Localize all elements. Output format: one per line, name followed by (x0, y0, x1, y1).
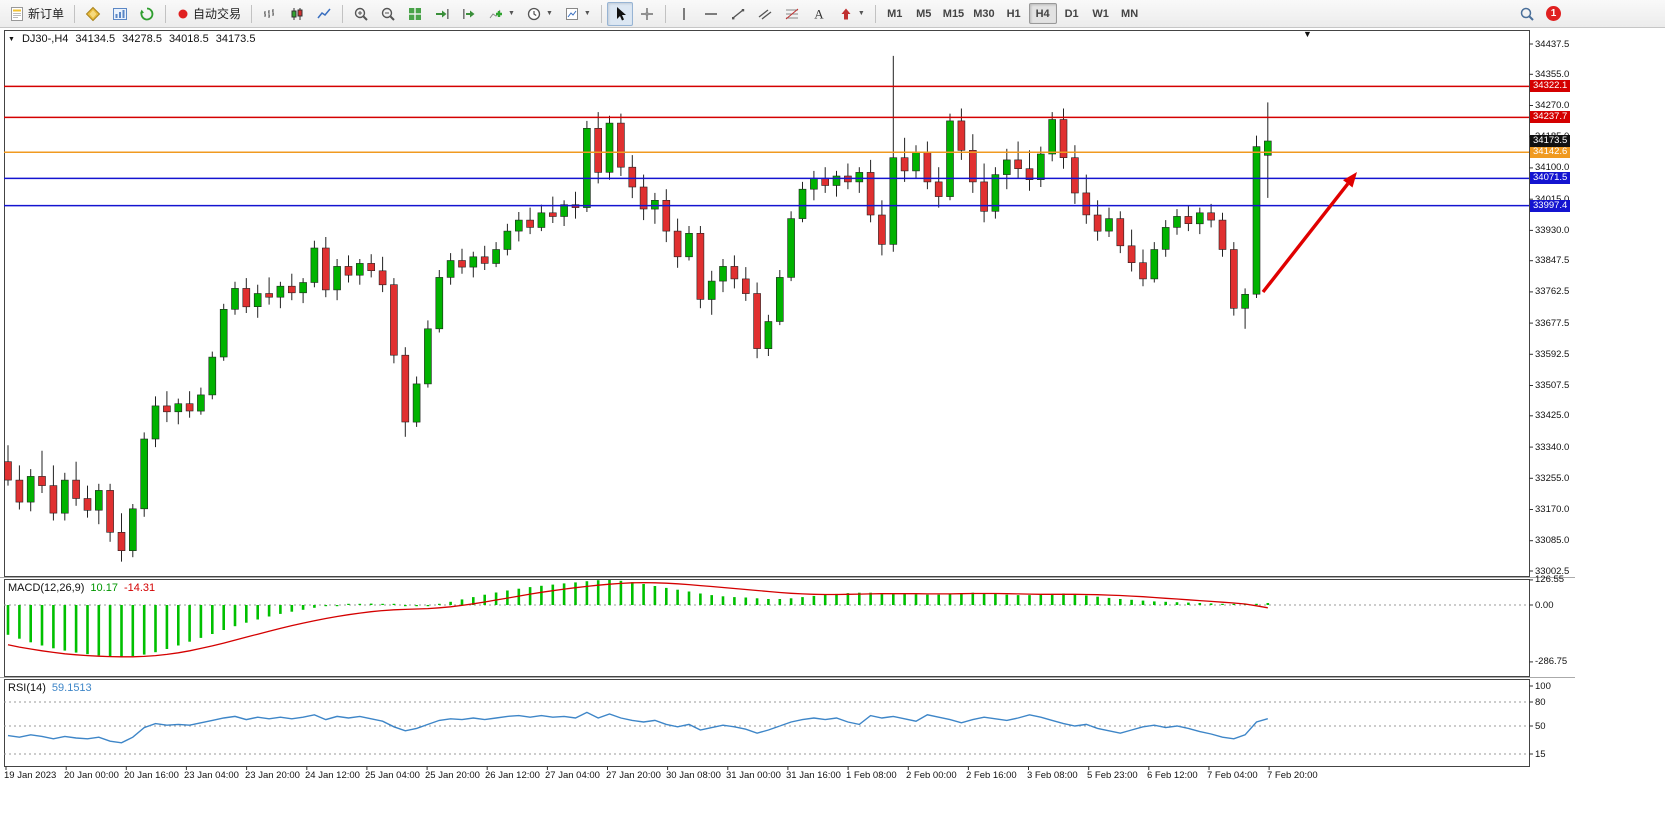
macd-panel[interactable] (4, 579, 1529, 676)
data-window-button[interactable] (107, 2, 133, 26)
arrows-tool-button[interactable]: ▼ (833, 2, 870, 26)
add-indicator-button[interactable]: ▼ (483, 2, 520, 26)
auto-scroll-icon (436, 8, 449, 19)
price-scale[interactable] (1529, 30, 1599, 766)
bar-chart-mode-button[interactable] (257, 2, 283, 26)
trendline-icon (731, 8, 745, 19)
bar-chart-icon (264, 8, 275, 18)
tile-windows-button[interactable] (402, 2, 428, 26)
data-window-icon (113, 7, 128, 20)
rsi-value: 59.1513 (51, 682, 92, 694)
toolbar-separator (874, 4, 876, 23)
rsi-name: RSI(14) (8, 682, 46, 694)
dropdown-caret-icon: ▼ (857, 10, 865, 17)
arrow-marker-icon (841, 8, 851, 19)
macd-name: MACD(12,26,9) (8, 582, 85, 594)
timeframe-button-m15[interactable]: M15 (939, 3, 968, 24)
template-icon (565, 7, 578, 20)
chart-close-value: 34173.5 (215, 33, 256, 45)
candlestick-icon (291, 7, 303, 20)
market-watch-icon (85, 6, 101, 21)
notification-badge[interactable]: 1 (1546, 6, 1561, 21)
timeframe-button-mn[interactable]: MN (1116, 3, 1144, 24)
auto-trading-label: 自动交易 (193, 7, 242, 21)
new-order-icon (11, 6, 23, 21)
vertical-line-icon (683, 7, 685, 20)
one-click-trading-toggle-icon[interactable]: ▼ (8, 35, 15, 43)
chart-shift-button[interactable] (456, 2, 482, 26)
tile-windows-icon (409, 7, 422, 20)
templates-button[interactable]: ▼ (559, 2, 596, 26)
line-chart-mode-button[interactable] (311, 2, 337, 26)
chart-low-value: 34018.5 (168, 33, 209, 45)
zoom-in-icon (354, 7, 368, 21)
auto-trading-icon (178, 9, 188, 18)
dropdown-caret-icon: ▼ (545, 10, 553, 17)
periods-button[interactable]: ▼ (521, 2, 558, 26)
rsi-panel[interactable] (4, 679, 1529, 766)
text-tool-button[interactable]: A (806, 2, 832, 26)
timeframe-button-w1[interactable]: W1 (1087, 3, 1115, 24)
timeframe-button-d1[interactable]: D1 (1058, 3, 1086, 24)
macd-indicator-label: MACD(12,26,9) 10.17 -14.31 (8, 582, 155, 594)
chart-symbol-period: DJ30-,H4 (21, 33, 69, 45)
toolbar-separator (165, 4, 167, 23)
timeframe-button-m30[interactable]: M30 (969, 3, 998, 24)
chart-high-value: 34278.5 (122, 33, 162, 45)
timeframe-button-h4[interactable]: H4 (1028, 3, 1057, 24)
timeframe-button-h1[interactable]: H1 (1000, 3, 1028, 24)
crosshair-tool-button[interactable] (634, 2, 660, 26)
toolbar-separator (342, 4, 344, 23)
price-chart-panel[interactable] (4, 30, 1529, 576)
trendline-tool-button[interactable] (725, 2, 751, 26)
toolbar-separator (251, 4, 253, 23)
clock-icon (527, 7, 541, 20)
line-chart-icon (317, 8, 331, 18)
main-toolbar: 新订单 自动交易 (0, 0, 1665, 28)
timeframe-button-m1[interactable]: M1 (881, 3, 909, 24)
horizontal-line-tool-button[interactable] (698, 2, 724, 26)
zoom-in-button[interactable] (348, 2, 374, 26)
zoom-out-button[interactable] (375, 2, 401, 26)
toolbar-separator (74, 4, 76, 23)
text-icon: A (814, 6, 824, 21)
channel-tool-button[interactable] (752, 2, 778, 26)
vertical-line-tool-button[interactable] (671, 2, 697, 26)
candlestick-mode-button[interactable] (284, 2, 310, 26)
crosshair-icon (640, 7, 653, 20)
new-order-label: 新订单 (28, 7, 65, 21)
dropdown-caret-icon: ▼ (508, 10, 515, 17)
chart-open-value: 34134.5 (75, 33, 116, 45)
macd-signal-value: -14.31 (123, 582, 156, 594)
new-order-button[interactable]: 新订单 (4, 2, 69, 26)
cursor-icon (616, 6, 626, 20)
time-scale[interactable] (4, 766, 1529, 786)
channel-icon (758, 8, 772, 20)
chart-header: ▼ DJ30-,H4 34134.5 34278.5 34018.5 34173… (8, 33, 255, 45)
timeframe-button-m5[interactable]: M5 (910, 3, 938, 24)
fibonacci-icon (785, 8, 799, 19)
svg-text:A: A (814, 6, 824, 21)
zoom-out-icon (381, 7, 395, 21)
chart-object-marker-icon: ▼ (1303, 29, 1312, 39)
search-icon (1520, 7, 1534, 21)
navigator-button[interactable] (134, 2, 160, 26)
horizontal-line-icon (704, 12, 717, 15)
chart-shift-icon (463, 8, 475, 19)
search-button[interactable] (1514, 2, 1540, 26)
auto-trading-button[interactable]: 自动交易 (171, 2, 246, 26)
add-indicator-icon (489, 9, 503, 18)
dropdown-caret-icon: ▼ (583, 10, 591, 17)
rsi-indicator-label: RSI(14) 59.1513 (8, 682, 92, 694)
cursor-tool-button[interactable] (606, 1, 633, 26)
macd-main-value: 10.17 (90, 582, 118, 594)
auto-scroll-button[interactable] (429, 2, 455, 26)
toolbar-separator (664, 4, 666, 23)
navigator-icon (140, 7, 154, 20)
fibonacci-tool-button[interactable] (779, 2, 805, 26)
toolbar-separator (600, 4, 602, 23)
market-watch-button[interactable] (80, 2, 106, 26)
